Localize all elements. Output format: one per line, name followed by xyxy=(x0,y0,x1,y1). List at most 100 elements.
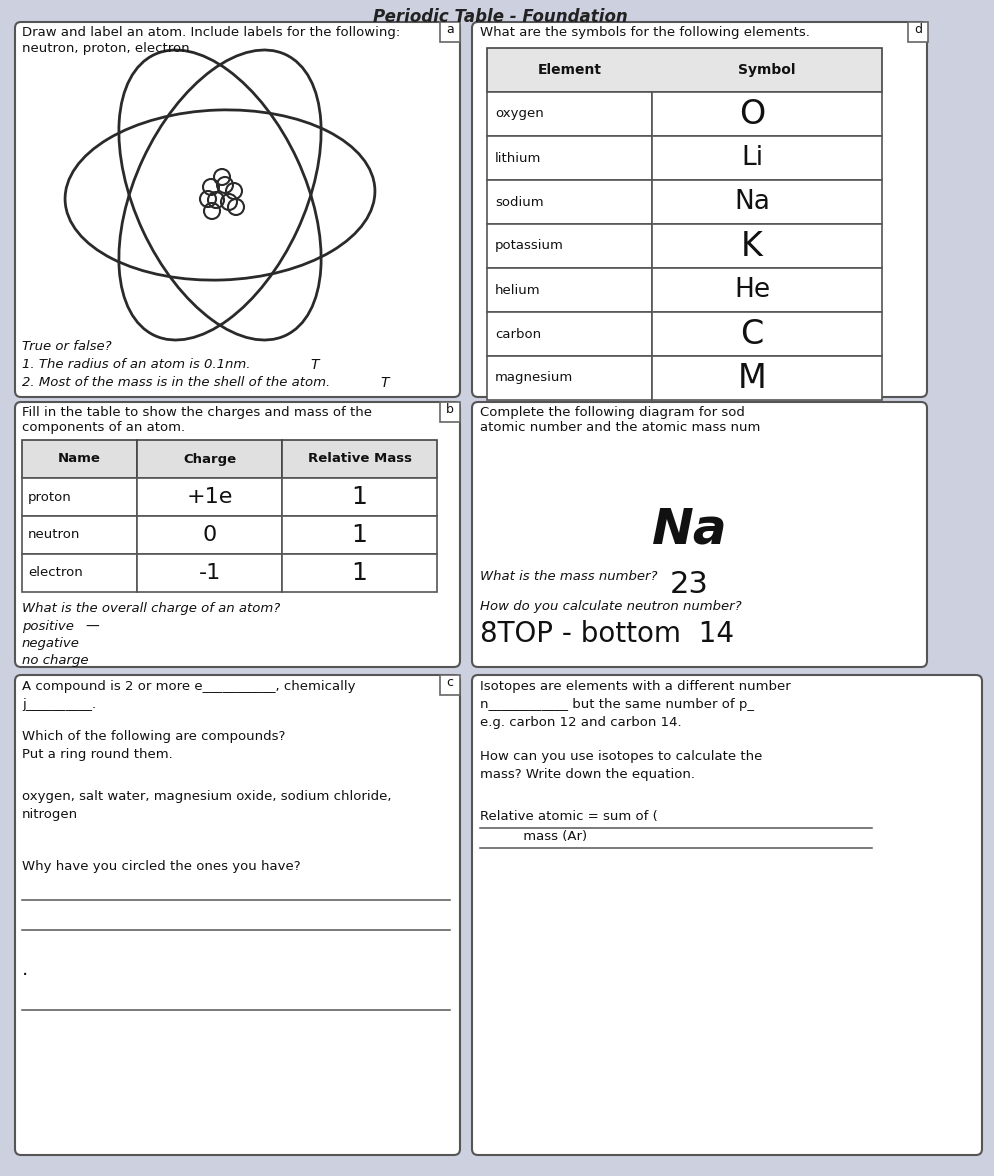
Bar xyxy=(652,356,882,400)
Text: sodium: sodium xyxy=(495,195,544,208)
Text: c: c xyxy=(446,676,453,689)
Text: neutron, proton, electron.: neutron, proton, electron. xyxy=(22,42,194,55)
Text: j__________.: j__________. xyxy=(22,699,96,711)
Text: K: K xyxy=(742,229,763,262)
Bar xyxy=(440,402,460,422)
Text: positive: positive xyxy=(22,620,74,633)
FancyBboxPatch shape xyxy=(472,675,982,1155)
Text: What are the symbols for the following elements.: What are the symbols for the following e… xyxy=(480,26,810,39)
Bar xyxy=(137,554,282,592)
FancyBboxPatch shape xyxy=(472,22,927,397)
Text: proton: proton xyxy=(28,490,72,503)
Text: mass? Write down the equation.: mass? Write down the equation. xyxy=(480,768,695,781)
Bar xyxy=(487,180,652,223)
Bar xyxy=(22,440,137,477)
Text: A compound is 2 or more e___________, chemically: A compound is 2 or more e___________, ch… xyxy=(22,680,356,693)
Text: What is the mass number?: What is the mass number? xyxy=(480,570,657,583)
Text: Fill in the table to show the charges and mass of the: Fill in the table to show the charges an… xyxy=(22,406,372,419)
Text: Relative Mass: Relative Mass xyxy=(307,453,412,466)
Bar xyxy=(137,477,282,516)
Text: Charge: Charge xyxy=(183,453,236,466)
Text: 2. Most of the mass is in the shell of the atom.: 2. Most of the mass is in the shell of t… xyxy=(22,376,330,389)
Text: Na: Na xyxy=(652,506,728,554)
Text: 1: 1 xyxy=(352,523,368,547)
Text: components of an atom.: components of an atom. xyxy=(22,421,185,434)
Bar xyxy=(440,675,460,695)
Bar xyxy=(487,356,652,400)
Text: magnesium: magnesium xyxy=(495,372,574,385)
Text: How do you calculate neutron number?: How do you calculate neutron number? xyxy=(480,600,742,613)
Text: Li: Li xyxy=(741,145,763,171)
Text: Complete the following diagram for sod: Complete the following diagram for sod xyxy=(480,406,745,419)
Bar xyxy=(137,440,282,477)
Text: d: d xyxy=(914,24,922,36)
Text: 0: 0 xyxy=(203,524,217,544)
Text: Isotopes are elements with a different number: Isotopes are elements with a different n… xyxy=(480,680,791,693)
Bar xyxy=(22,477,137,516)
Text: 1: 1 xyxy=(352,561,368,584)
FancyBboxPatch shape xyxy=(472,402,927,667)
Text: mass (Ar): mass (Ar) xyxy=(502,830,587,843)
Bar xyxy=(137,516,282,554)
Text: How can you use isotopes to calculate the: How can you use isotopes to calculate th… xyxy=(480,750,762,763)
Text: Symbol: Symbol xyxy=(739,64,796,76)
Bar xyxy=(487,268,652,312)
Text: b: b xyxy=(446,403,454,416)
Text: He: He xyxy=(734,278,770,303)
Bar xyxy=(282,477,437,516)
Text: Why have you circled the ones you have?: Why have you circled the ones you have? xyxy=(22,860,300,873)
Bar xyxy=(652,92,882,136)
Text: Put a ring round them.: Put a ring round them. xyxy=(22,748,173,761)
Text: Na: Na xyxy=(734,189,770,215)
Text: —: — xyxy=(85,620,98,634)
Text: helium: helium xyxy=(495,283,541,296)
FancyBboxPatch shape xyxy=(15,675,460,1155)
Text: True or false?: True or false? xyxy=(22,340,111,353)
Text: -1: -1 xyxy=(199,563,221,583)
Text: a: a xyxy=(446,24,454,36)
Text: atomic number and the atomic mass num: atomic number and the atomic mass num xyxy=(480,421,760,434)
Bar xyxy=(22,516,137,554)
Text: M: M xyxy=(738,361,766,394)
Text: potassium: potassium xyxy=(495,240,564,253)
Text: T: T xyxy=(310,358,318,372)
Text: Draw and label an atom. Include labels for the following:: Draw and label an atom. Include labels f… xyxy=(22,26,401,39)
Text: negative: negative xyxy=(22,637,80,650)
Bar xyxy=(487,312,652,356)
Text: 23: 23 xyxy=(670,570,709,599)
FancyBboxPatch shape xyxy=(15,402,460,667)
Text: T: T xyxy=(380,376,389,390)
Text: .: . xyxy=(22,960,28,978)
Bar xyxy=(652,136,882,180)
Bar xyxy=(282,440,437,477)
Text: 8TOP - bottom  14: 8TOP - bottom 14 xyxy=(480,620,734,648)
Text: electron: electron xyxy=(28,567,83,580)
Text: Name: Name xyxy=(58,453,101,466)
Text: C: C xyxy=(741,318,763,350)
Text: Relative atomic = sum of (: Relative atomic = sum of ( xyxy=(480,810,658,823)
Text: nitrogen: nitrogen xyxy=(22,808,79,821)
Text: What is the overall charge of an atom?: What is the overall charge of an atom? xyxy=(22,602,280,615)
Text: neutron: neutron xyxy=(28,528,81,541)
Text: O: O xyxy=(739,98,765,131)
Text: Periodic Table - Foundation: Periodic Table - Foundation xyxy=(373,8,627,26)
Text: Element: Element xyxy=(538,64,601,76)
FancyBboxPatch shape xyxy=(15,22,460,397)
Bar xyxy=(440,22,460,42)
Bar xyxy=(487,136,652,180)
Bar xyxy=(652,223,882,268)
Text: n____________ but the same number of p_: n____________ but the same number of p_ xyxy=(480,699,754,711)
Text: oxygen, salt water, magnesium oxide, sodium chloride,: oxygen, salt water, magnesium oxide, sod… xyxy=(22,790,392,803)
Bar xyxy=(908,22,928,42)
Text: carbon: carbon xyxy=(495,327,541,341)
Text: oxygen: oxygen xyxy=(495,107,544,120)
Bar xyxy=(652,312,882,356)
Bar xyxy=(487,92,652,136)
Text: 1. The radius of an atom is 0.1nm.: 1. The radius of an atom is 0.1nm. xyxy=(22,358,250,370)
Text: lithium: lithium xyxy=(495,152,542,165)
Text: Which of the following are compounds?: Which of the following are compounds? xyxy=(22,730,285,743)
Bar xyxy=(487,223,652,268)
Bar xyxy=(22,554,137,592)
Bar xyxy=(652,268,882,312)
Text: no charge: no charge xyxy=(22,654,88,667)
